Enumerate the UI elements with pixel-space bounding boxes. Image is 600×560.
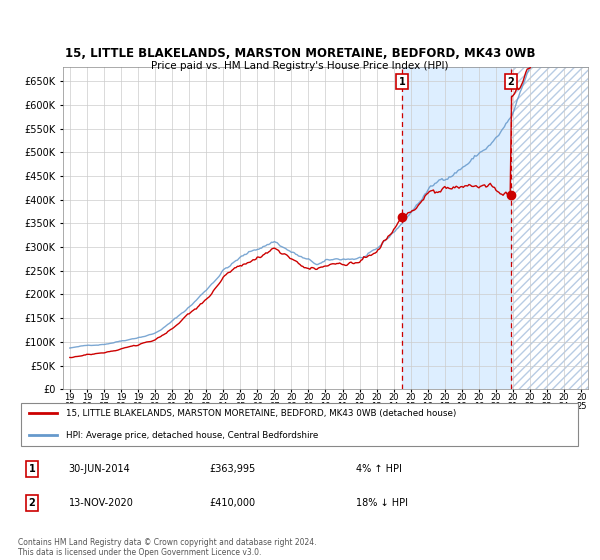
Text: 15, LITTLE BLAKELANDS, MARSTON MORETAINE, BEDFORD, MK43 0WB: 15, LITTLE BLAKELANDS, MARSTON MORETAINE…: [65, 48, 535, 60]
Bar: [511, 67, 590, 389]
Text: 30-JUN-2014: 30-JUN-2014: [69, 464, 131, 474]
Text: 1: 1: [29, 464, 35, 474]
Text: 4% ↑ HPI: 4% ↑ HPI: [356, 464, 402, 474]
Text: 1: 1: [399, 77, 406, 87]
Text: 18% ↓ HPI: 18% ↓ HPI: [356, 498, 409, 508]
Text: HPI: Average price, detached house, Central Bedfordshire: HPI: Average price, detached house, Cent…: [66, 431, 318, 440]
Text: £410,000: £410,000: [210, 498, 256, 508]
Bar: [511, 67, 590, 389]
Text: 15, LITTLE BLAKELANDS, MARSTON MORETAINE, BEDFORD, MK43 0WB (detached house): 15, LITTLE BLAKELANDS, MARSTON MORETAINE…: [66, 409, 457, 418]
Text: Price paid vs. HM Land Registry's House Price Index (HPI): Price paid vs. HM Land Registry's House …: [151, 61, 449, 71]
Text: 2: 2: [508, 77, 514, 87]
Text: 2: 2: [29, 498, 35, 508]
Text: 13-NOV-2020: 13-NOV-2020: [69, 498, 134, 508]
FancyBboxPatch shape: [21, 403, 578, 446]
Bar: [402, 67, 511, 389]
Text: £363,995: £363,995: [210, 464, 256, 474]
Text: Contains HM Land Registry data © Crown copyright and database right 2024.
This d: Contains HM Land Registry data © Crown c…: [18, 538, 317, 557]
